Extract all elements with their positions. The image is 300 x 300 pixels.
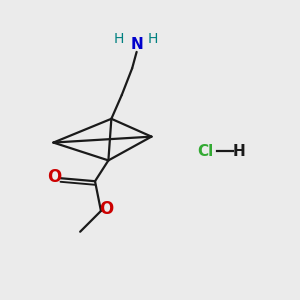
Text: H: H <box>233 144 245 159</box>
Text: O: O <box>99 200 113 217</box>
Text: O: O <box>47 168 62 186</box>
Text: Cl: Cl <box>197 144 213 159</box>
Text: H: H <box>114 32 124 46</box>
Text: H: H <box>148 32 158 46</box>
Text: N: N <box>130 37 143 52</box>
